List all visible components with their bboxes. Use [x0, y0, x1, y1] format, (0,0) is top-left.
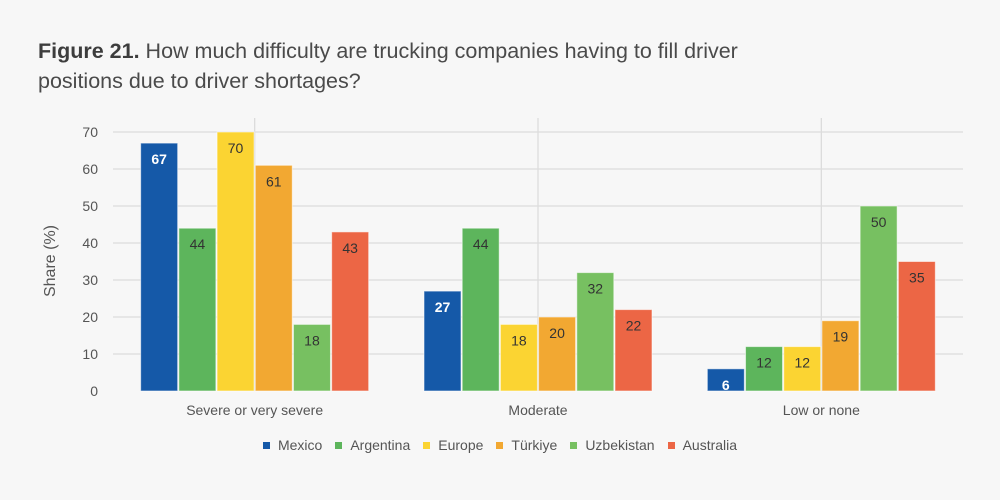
- data-label: 19: [833, 329, 849, 345]
- chart-title: Figure 21. How much difficulty are truck…: [38, 36, 738, 96]
- legend-item-mexico: Mexico: [262, 437, 323, 453]
- bar-europe-1: [499, 323, 538, 392]
- legend-label: Uzbekistan: [585, 437, 655, 453]
- x-category-label: Low or none: [783, 402, 860, 418]
- legend-swatch: [335, 441, 343, 449]
- data-label: 50: [871, 214, 887, 230]
- y-tick-label: 10: [82, 346, 98, 362]
- legend-item-australia: Australia: [667, 437, 738, 453]
- y-tick-label: 60: [82, 161, 98, 177]
- bar-australia-2: [897, 261, 936, 392]
- bar-uzbekistan-2: [859, 205, 898, 392]
- data-label: 27: [435, 299, 451, 315]
- data-label: 43: [342, 240, 358, 256]
- data-label: 6: [722, 377, 730, 393]
- data-label: 18: [511, 332, 527, 348]
- bar-mexico-2: [706, 368, 745, 392]
- figure-label: Figure 21.: [38, 39, 140, 63]
- y-axis-label: Share (%): [42, 225, 59, 297]
- bar-trkiye-0: [254, 164, 293, 392]
- bar-argentina-0: [178, 227, 217, 392]
- figure-text: How much difficulty are trucking compani…: [38, 39, 738, 93]
- data-label: 32: [588, 281, 604, 297]
- data-label: 12: [756, 355, 772, 371]
- bar-trkiye-2: [821, 320, 860, 392]
- legend-swatch: [423, 441, 431, 449]
- legend-swatch: [570, 441, 578, 449]
- bar-argentina-1: [461, 227, 500, 392]
- legend-item-europe: Europe: [423, 437, 483, 453]
- y-axis-ticks: 0 10 20 30 40 50 60 70: [82, 124, 98, 399]
- data-label: 67: [151, 151, 167, 167]
- data-label: 44: [190, 236, 206, 252]
- y-tick-label: 70: [82, 124, 98, 140]
- y-tick-label: 20: [82, 309, 98, 325]
- data-label: 20: [549, 325, 565, 341]
- legend-label: Argentina: [350, 437, 411, 453]
- legend-item-trkiye: Türkiye: [496, 437, 557, 453]
- x-axis-categories: Severe or very severe Moderate Low or none: [186, 402, 860, 418]
- data-label: 22: [626, 318, 642, 334]
- y-tick-label: 40: [82, 235, 98, 251]
- legend-label: Mexico: [277, 437, 323, 453]
- bar-uzbekistan-0: [292, 323, 331, 392]
- y-tick-label: 50: [82, 198, 98, 214]
- bar-argentina-2: [745, 346, 784, 392]
- bar-trkiye-1: [538, 316, 577, 392]
- y-tick-label: 30: [82, 272, 98, 288]
- legend: Mexico Argentina Europe Türkiye Uzbekistan Au…: [0, 437, 1000, 453]
- bar-australia-0: [331, 231, 370, 392]
- bar-mexico-1: [423, 290, 462, 392]
- data-label: 35: [909, 270, 925, 286]
- legend-item-uzbekistan: Uzbekistan: [570, 437, 655, 453]
- data-label: 12: [794, 355, 810, 371]
- x-category-label: Moderate: [508, 402, 567, 418]
- bars: [140, 131, 936, 392]
- data-labels: 67 44 70 61 18 43 27 44 18 20 32 22 6 12 12 19 50 35: [151, 140, 924, 393]
- legend-label: Europe: [438, 437, 484, 453]
- bar-uzbekistan-1: [576, 272, 615, 392]
- bar-europe-2: [783, 346, 822, 392]
- bar-australia-1: [614, 309, 653, 392]
- y-tick-label: 0: [90, 383, 98, 399]
- legend-swatch: [496, 441, 504, 449]
- data-label: 70: [228, 140, 244, 156]
- data-label: 44: [473, 236, 489, 252]
- legend-item-argentina: Argentina: [335, 437, 410, 453]
- legend-label: Australia: [682, 437, 738, 453]
- legend-label: Türkiye: [511, 437, 558, 453]
- legend-swatch: [262, 441, 270, 449]
- grid: [113, 118, 963, 391]
- x-category-label: Severe or very severe: [186, 402, 323, 418]
- data-label: 61: [266, 173, 282, 189]
- bar-europe-0: [216, 131, 255, 392]
- bar-mexico-0: [140, 142, 179, 392]
- data-label: 18: [304, 332, 320, 348]
- legend-swatch: [667, 441, 675, 449]
